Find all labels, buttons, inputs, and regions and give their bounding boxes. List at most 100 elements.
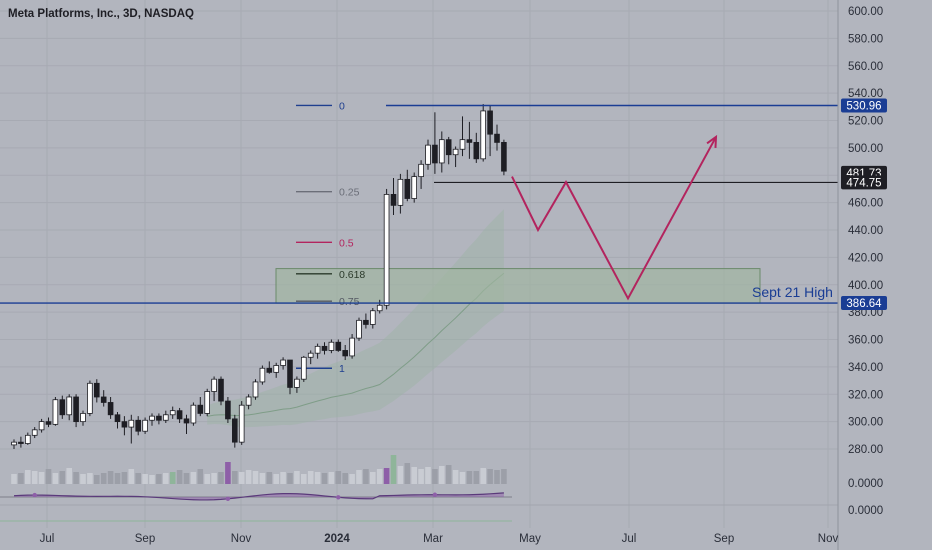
candle-up	[369, 310, 376, 325]
y-tick-label: 340.00	[848, 362, 883, 374]
fib-level-label: 0.75	[339, 296, 360, 308]
candle-down	[445, 139, 452, 156]
fib-level-label: 0.618	[339, 269, 365, 281]
volume-bar	[11, 474, 17, 484]
volume-bar	[45, 469, 52, 484]
volume-bar	[473, 471, 480, 484]
support-zone-box	[275, 268, 761, 304]
volume-bar	[397, 466, 404, 484]
candle-down	[335, 341, 342, 351]
candle-up	[204, 391, 211, 414]
candle-up	[252, 381, 259, 398]
volume-bar	[418, 469, 424, 484]
candle-down	[176, 410, 183, 420]
volume-bar	[287, 473, 293, 484]
volume-bar	[66, 468, 72, 484]
candle-down	[494, 133, 500, 143]
candle-down	[107, 402, 114, 416]
volume-bar	[197, 469, 204, 484]
x-tick-label: 2024	[324, 533, 350, 545]
y-tick-label: 440.00	[848, 225, 883, 237]
fibonacci-retracement: 0 0.25 0.5 0.618 0.75 1	[296, 100, 365, 375]
candle-up	[438, 139, 445, 164]
volume-bar	[149, 475, 155, 484]
x-tick-label: Mar	[423, 533, 443, 545]
candle-down	[342, 350, 348, 357]
volume-bar	[439, 466, 445, 484]
candle-down	[218, 378, 224, 402]
volume-bar	[169, 472, 176, 484]
candle-up	[397, 178, 404, 206]
volume-bar	[107, 471, 114, 484]
volume-bar	[204, 474, 210, 484]
candle-up	[11, 441, 17, 446]
candle-up	[418, 163, 424, 178]
volume-bar	[80, 474, 86, 484]
candle-down	[183, 418, 190, 424]
candle-down	[466, 139, 473, 143]
volume-bar	[238, 472, 245, 484]
ma-band-fill	[207, 209, 504, 428]
volume-bar	[25, 470, 31, 484]
volume-bar	[232, 471, 238, 484]
volume-bar	[363, 469, 369, 484]
y-tick-label: 580.00	[848, 33, 883, 45]
fib-level-label: 1	[339, 363, 345, 375]
candle-down	[266, 367, 273, 373]
price-tag-label: 386.64	[846, 298, 882, 310]
candle-up	[376, 304, 383, 312]
candle-down	[363, 319, 369, 325]
volume-bar	[73, 472, 79, 484]
candle-down	[287, 359, 293, 388]
volume-bar	[183, 473, 190, 484]
candle-down	[473, 141, 480, 160]
candle-down	[59, 399, 66, 416]
candle-up	[238, 404, 245, 443]
candle-up	[307, 352, 314, 358]
volume-bar	[342, 473, 348, 484]
volume-bar	[142, 474, 148, 484]
osc-axis-label: 0.0000	[848, 478, 883, 490]
volume-bar	[121, 472, 128, 484]
projection-polyline	[511, 136, 717, 301]
volume-bar	[52, 473, 59, 484]
x-tick-label: Nov	[231, 533, 252, 545]
volume-bar	[494, 470, 500, 484]
candle-up	[425, 144, 431, 165]
candle-up	[142, 419, 148, 432]
y-tick-label: 300.00	[848, 417, 883, 429]
osc-line	[13, 492, 504, 501]
volume-bar	[245, 470, 252, 484]
volume-bar	[349, 474, 355, 484]
x-tick-label: Sep	[135, 533, 155, 545]
volume-bar	[314, 472, 321, 484]
volume-bar	[225, 462, 231, 484]
volume-bar	[176, 470, 183, 484]
volume-bar	[59, 471, 66, 484]
candle-up	[149, 415, 155, 421]
volume-bar	[480, 468, 486, 484]
fib-level-label: 0.5	[339, 237, 354, 249]
y-tick-label: 600.00	[848, 6, 883, 18]
volume-bar	[273, 474, 279, 484]
support-zone	[275, 268, 761, 304]
price-tag-label: 474.75	[846, 177, 881, 189]
candle-up	[328, 341, 335, 351]
candle-up	[245, 396, 252, 406]
candle-down	[18, 441, 24, 444]
time-axis[interactable]: Jul Sep Nov 2024 Mar May Jul Sep Nov	[40, 533, 839, 545]
volume-bars	[11, 455, 507, 484]
price-tag-label: 530.96	[846, 100, 881, 112]
ma-line	[207, 272, 505, 417]
volume-bar	[390, 455, 397, 484]
candle-up	[294, 378, 300, 388]
candle-down	[135, 419, 142, 432]
volume-bar	[280, 472, 286, 484]
oscillator-pane: 0.0000 0.0000	[0, 478, 883, 522]
volume-bar	[370, 472, 376, 484]
candle-up	[52, 399, 59, 425]
volume-bar	[114, 473, 121, 484]
x-tick-label: May	[519, 533, 541, 545]
y-tick-label: 320.00	[848, 389, 883, 401]
volume-bar	[94, 475, 100, 484]
